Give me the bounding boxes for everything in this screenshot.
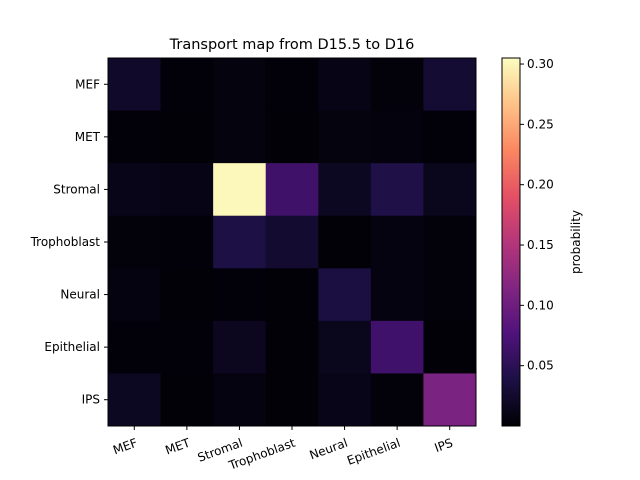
heatmap-cell xyxy=(318,110,372,164)
heatmap-cell xyxy=(265,58,319,112)
y-tick-label: MET xyxy=(75,130,101,144)
heatmap-cell xyxy=(318,58,372,112)
y-tick-label: Stromal xyxy=(53,182,100,196)
heatmap-cell xyxy=(265,268,319,322)
colorbar-tick-label: 0.05 xyxy=(527,359,554,373)
heatmap-cell xyxy=(370,163,424,217)
x-tick-label: Neural xyxy=(308,436,350,463)
colorbar-tick-label: 0.15 xyxy=(527,238,554,252)
heatmap-cell xyxy=(160,110,214,164)
heatmap-cell xyxy=(213,215,267,269)
y-tick-label: IPS xyxy=(82,393,100,407)
heatmap-cell xyxy=(318,215,372,269)
heatmap-cell xyxy=(160,320,214,374)
heatmap-cell xyxy=(370,58,424,112)
chart-title: Transport map from D15.5 to D16 xyxy=(169,37,415,53)
colorbar-ticks: 0.05 0.10 0.15 0.20 0.25 0.30 xyxy=(520,57,554,373)
x-tick-label: IPS xyxy=(433,436,455,455)
heatmap-cell xyxy=(423,320,477,374)
x-tick-label: MET xyxy=(163,435,192,457)
colorbar-tick-label: 0.25 xyxy=(527,117,554,131)
heatmap-cell xyxy=(108,110,162,164)
heatmap-cell xyxy=(213,320,267,374)
heatmap-cell xyxy=(160,373,214,427)
heatmap-cell xyxy=(265,110,319,164)
heatmap-cell xyxy=(318,163,372,217)
heatmap-cell xyxy=(213,373,267,427)
heatmap-cell xyxy=(160,58,214,112)
heatmap-cell xyxy=(213,163,267,217)
heatmap-cell xyxy=(213,268,267,322)
y-tick-label: MEF xyxy=(75,77,100,91)
heatmap-cell xyxy=(265,163,319,217)
colorbar-tick-label: 0.10 xyxy=(527,298,554,312)
heatmap-cell xyxy=(108,320,162,374)
heatmap-cell xyxy=(370,110,424,164)
heatmap-cell xyxy=(423,373,477,427)
heatmap-cell xyxy=(423,110,477,164)
heatmap-cell xyxy=(160,268,214,322)
heatmap-cell xyxy=(318,373,372,427)
heatmap-cell xyxy=(265,215,319,269)
heatmap-cell xyxy=(108,58,162,112)
heatmap-cell xyxy=(318,320,372,374)
heatmap-cell xyxy=(265,320,319,374)
heatmap-cell xyxy=(370,268,424,322)
heatmap-cell xyxy=(213,110,267,164)
colorbar xyxy=(502,58,520,426)
colorbar-label: probability xyxy=(569,210,583,274)
colorbar-tick-label: 0.20 xyxy=(527,178,554,192)
y-tick-label: Neural xyxy=(60,288,100,302)
heatmap-cell xyxy=(108,268,162,322)
heatmap-cells xyxy=(108,58,477,427)
heatmap-cell xyxy=(370,215,424,269)
heatmap-cell xyxy=(108,215,162,269)
heatmap-cell xyxy=(160,215,214,269)
heatmap-cell xyxy=(423,58,477,112)
heatmap-cell xyxy=(370,320,424,374)
heatmap-cell xyxy=(423,163,477,217)
y-axis-ticks: MEF MET Stromal Trophoblast Neural Epithelial… xyxy=(30,77,108,407)
colorbar-frame xyxy=(501,57,521,427)
y-tick-label: Epithelial xyxy=(44,340,100,354)
heatmap-cell xyxy=(213,58,267,112)
heatmap-cell xyxy=(160,163,214,217)
heatmap-cell xyxy=(318,268,372,322)
y-tick-label: Trophoblast xyxy=(30,235,101,249)
heatmap-cell xyxy=(423,268,477,322)
heatmap-cell xyxy=(108,163,162,217)
heatmap-cell xyxy=(370,373,424,427)
x-tick-label: Epithelial xyxy=(345,436,402,468)
heatmap-cell xyxy=(423,215,477,269)
colorbar-tick-label: 0.30 xyxy=(527,57,554,71)
heatmap-cell xyxy=(265,373,319,427)
x-tick-label: MEF xyxy=(111,436,139,458)
heatmap-cell xyxy=(108,373,162,427)
